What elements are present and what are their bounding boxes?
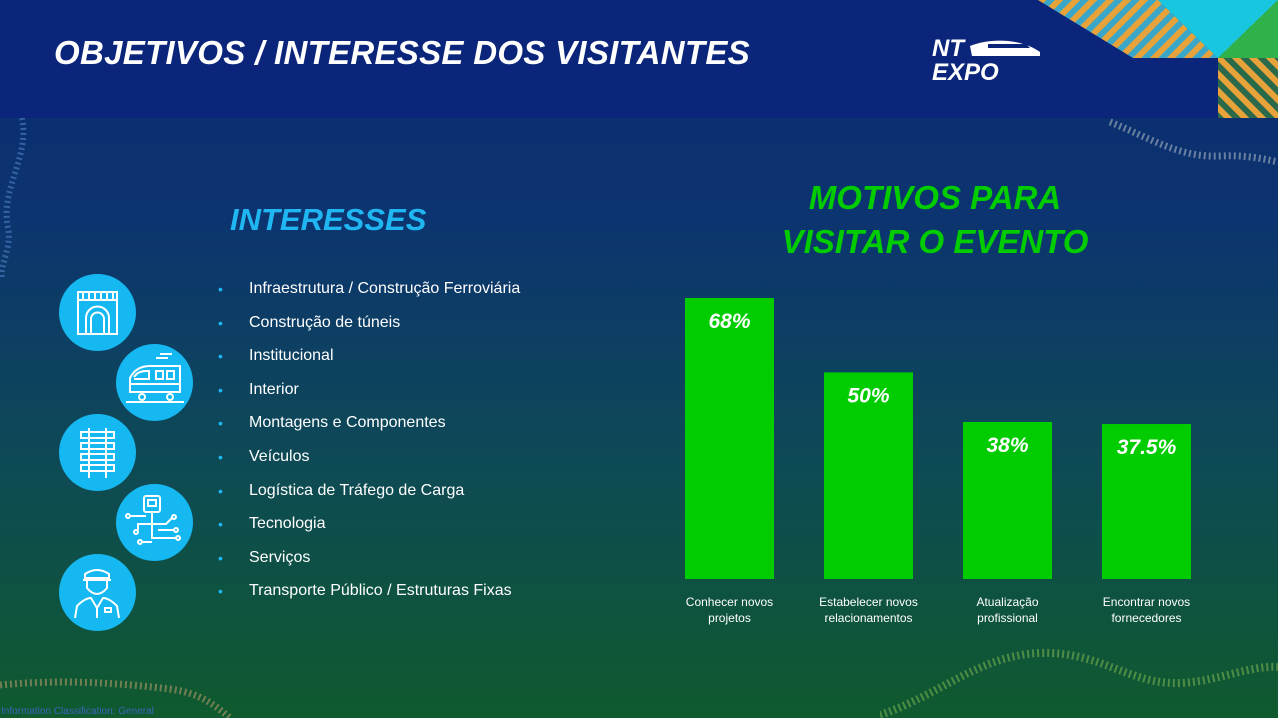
category-label-3-0: Encontrar novos	[1103, 595, 1190, 609]
list-item: • Institucional	[218, 347, 334, 365]
category-label-1-0: Estabelecer novos	[819, 595, 918, 609]
bar-chart: 68% Conhecer novos projetos 50% Estabelecer …	[685, 298, 1191, 625]
tunnel-icon	[59, 274, 136, 351]
interests-list: • Infraestrutura / Construção Ferroviária…	[218, 278, 520, 614]
page-title: OBJETIVOS / INTERESSE DOS VISITANTES	[54, 34, 750, 71]
list-item: • Veículos	[218, 447, 310, 465]
bar-value-label-2: 38%	[986, 434, 1028, 457]
category-label-2-1: profissional	[977, 611, 1038, 625]
interests-title: INTERESSES	[230, 202, 427, 237]
rail-track-icon	[59, 414, 136, 491]
logo-text-nt: NT	[932, 35, 966, 62]
list-item: • Logística de Tráfego de Carga	[218, 481, 465, 499]
left-wave-decoration	[0, 118, 27, 278]
rail-tech-icon	[116, 484, 193, 561]
category-label-2-0: Atualização	[976, 595, 1038, 609]
bar-0	[685, 298, 774, 579]
chart-title: MOTIVOS PARA VISITAR O EVENTO	[760, 176, 1110, 264]
bottom-right-wave-decoration	[880, 648, 1278, 718]
list-item: • Infraestrutura / Construção Ferroviária	[218, 280, 521, 297]
classification-note: Information Classification: General	[1, 706, 154, 717]
logo-train-icon	[970, 40, 1040, 56]
list-item: • Serviços	[218, 548, 311, 566]
category-label-0-0: Conhecer novos	[686, 595, 773, 609]
corner-stripes-decoration	[1038, 0, 1278, 118]
bar-3	[1102, 424, 1191, 579]
bar-value-label-1: 50%	[847, 384, 889, 407]
list-item: • Construção de túneis	[218, 313, 401, 331]
list-item: • Transporte Público / Estruturas Fixas	[218, 582, 512, 600]
list-item: • Tecnologia	[218, 515, 326, 533]
category-label-0-1: projetos	[708, 611, 751, 625]
nt-expo-logo: NT EXPO	[932, 35, 1040, 84]
bar-value-label-3: 37.5%	[1117, 436, 1177, 459]
logo-text-expo: EXPO	[932, 59, 999, 84]
train-icon	[116, 344, 193, 421]
chart-title-line1: MOTIVOS PARA	[808, 179, 1062, 216]
category-label-3-1: fornecedores	[1111, 611, 1181, 625]
train-conductor-icon	[59, 554, 136, 631]
bar-1	[824, 372, 913, 579]
header-bar	[0, 0, 1278, 118]
list-item: • Montagens e Componentes	[218, 414, 446, 432]
right-wave-decoration	[1108, 118, 1278, 166]
chart-title-line2: VISITAR O EVENTO	[781, 223, 1089, 260]
bar-value-label-0: 68%	[708, 310, 750, 333]
list-item: • Interior	[218, 380, 299, 398]
category-label-1-1: relacionamentos	[824, 611, 912, 625]
bar-2	[963, 421, 1052, 579]
